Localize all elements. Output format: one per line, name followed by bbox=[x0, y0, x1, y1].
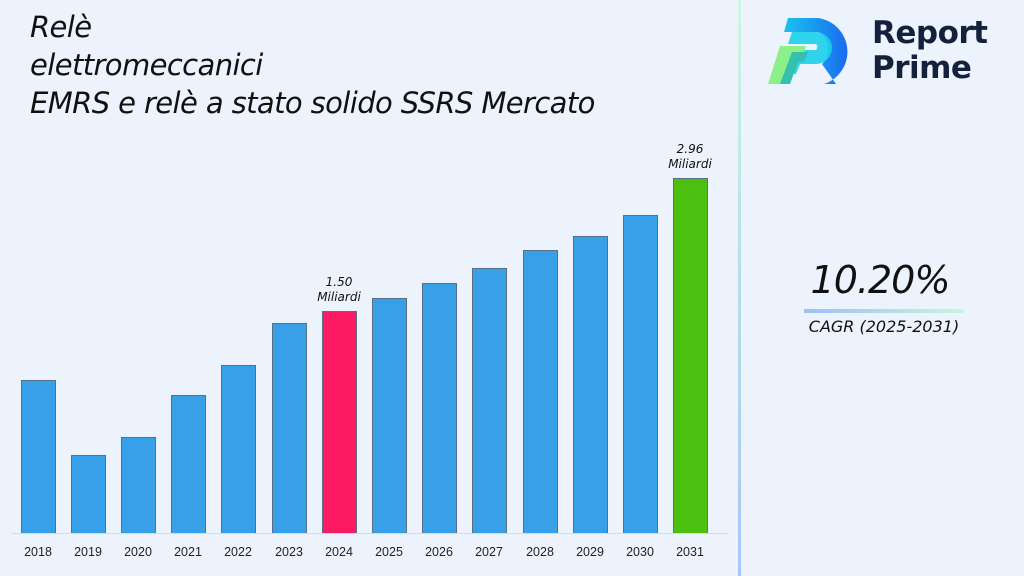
bar-2026 bbox=[422, 283, 457, 533]
cagr-label: CAGR (2025-2031) bbox=[808, 317, 960, 336]
bar-2019 bbox=[71, 455, 106, 533]
x-tick-label: 2023 bbox=[275, 545, 303, 559]
bar-2021 bbox=[171, 395, 206, 533]
x-tick-label: 2018 bbox=[24, 545, 52, 559]
cagr-underline bbox=[804, 309, 964, 313]
bar-2020 bbox=[121, 437, 156, 533]
bar-value-unit: Miliardi bbox=[317, 290, 361, 304]
x-tick-label: 2025 bbox=[375, 545, 403, 559]
x-tick-label: 2029 bbox=[576, 545, 604, 559]
chart-title: Relè elettromeccanici EMRS e relè a stat… bbox=[30, 8, 595, 122]
x-tick-label: 2030 bbox=[626, 545, 654, 559]
report-prime-logo-icon bbox=[768, 18, 848, 84]
report-prime-logo: Report Prime bbox=[766, 14, 1006, 90]
cagr-value: 10.20% bbox=[810, 258, 951, 302]
x-axis-baseline bbox=[12, 533, 728, 534]
bar-2031 bbox=[673, 178, 708, 533]
title-line-2: elettromeccanici bbox=[30, 48, 263, 82]
x-tick-label: 2031 bbox=[676, 545, 704, 559]
x-tick-label: 2019 bbox=[74, 545, 102, 559]
x-tick-label: 2027 bbox=[475, 545, 503, 559]
bar-2025 bbox=[372, 298, 407, 533]
bar-value: 2.96 bbox=[676, 142, 704, 156]
bar-2029 bbox=[573, 236, 608, 533]
bar-value-label: 2.96 Miliardi bbox=[650, 142, 730, 172]
title-line-3: EMRS e relè a stato solido SSRS Mercato bbox=[30, 86, 595, 120]
bar-value: 1.50 bbox=[325, 275, 353, 289]
title-line-1: Relè bbox=[30, 10, 92, 44]
bar-2018 bbox=[21, 380, 56, 533]
logo-line-1: Report bbox=[872, 15, 988, 51]
x-tick-label: 2024 bbox=[325, 545, 353, 559]
bar-value-label: 1.50 Miliardi bbox=[299, 275, 379, 305]
x-tick-label: 2028 bbox=[526, 545, 554, 559]
x-tick-label: 2021 bbox=[174, 545, 202, 559]
bar-value-unit: Miliardi bbox=[668, 157, 712, 171]
vertical-divider bbox=[738, 0, 741, 576]
bar-2024 bbox=[322, 311, 357, 533]
x-tick-label: 2026 bbox=[425, 545, 453, 559]
bar-chart: 2018 2019 2020 2021 2022 2023 2024 1.50 Miliardi… bbox=[12, 142, 730, 559]
bar-2022 bbox=[221, 365, 256, 533]
bar-2028 bbox=[523, 250, 558, 533]
logo-line-2: Prime bbox=[872, 50, 972, 86]
bar-2030 bbox=[623, 215, 658, 533]
x-tick-label: 2022 bbox=[224, 545, 252, 559]
x-tick-label: 2020 bbox=[124, 545, 152, 559]
logo-wordmark: Report Prime bbox=[872, 16, 988, 86]
bar-2023 bbox=[272, 323, 307, 533]
bar-2027 bbox=[472, 268, 507, 533]
